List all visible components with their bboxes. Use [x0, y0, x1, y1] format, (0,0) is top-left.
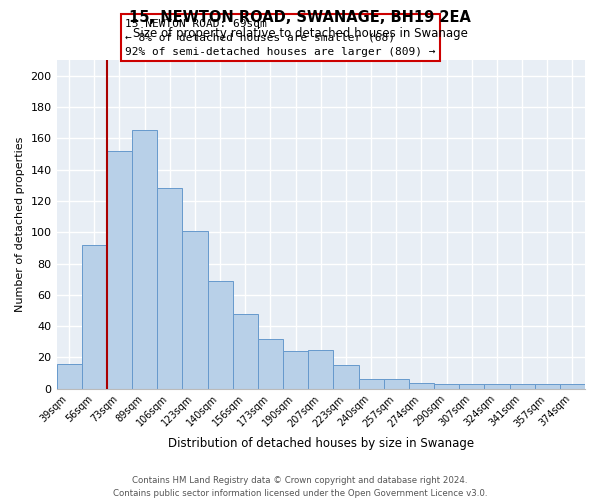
Bar: [56, 364, 82, 389]
Bar: [359, 380, 383, 389]
Bar: [409, 382, 434, 389]
Bar: [509, 384, 535, 389]
Bar: [283, 351, 308, 389]
Bar: [157, 188, 182, 389]
Bar: [308, 350, 334, 389]
Bar: [484, 384, 509, 389]
Bar: [132, 130, 157, 389]
Bar: [107, 151, 132, 389]
Text: 15 NEWTON ROAD: 69sqm
← 8% of detached houses are smaller (68)
92% of semi-detac: 15 NEWTON ROAD: 69sqm ← 8% of detached h…: [125, 18, 436, 57]
Bar: [182, 230, 208, 389]
Bar: [233, 314, 258, 389]
Bar: [208, 281, 233, 389]
Bar: [434, 384, 459, 389]
Bar: [82, 245, 107, 389]
Text: 15, NEWTON ROAD, SWANAGE, BH19 2EA: 15, NEWTON ROAD, SWANAGE, BH19 2EA: [129, 10, 471, 25]
Bar: [459, 384, 484, 389]
Bar: [383, 380, 409, 389]
Bar: [258, 338, 283, 389]
Y-axis label: Number of detached properties: Number of detached properties: [15, 136, 25, 312]
Text: Contains HM Land Registry data © Crown copyright and database right 2024.
Contai: Contains HM Land Registry data © Crown c…: [113, 476, 487, 498]
X-axis label: Distribution of detached houses by size in Swanage: Distribution of detached houses by size …: [168, 437, 474, 450]
Bar: [535, 384, 560, 389]
Bar: [334, 366, 359, 389]
Bar: [560, 384, 585, 389]
Text: Size of property relative to detached houses in Swanage: Size of property relative to detached ho…: [133, 28, 467, 40]
